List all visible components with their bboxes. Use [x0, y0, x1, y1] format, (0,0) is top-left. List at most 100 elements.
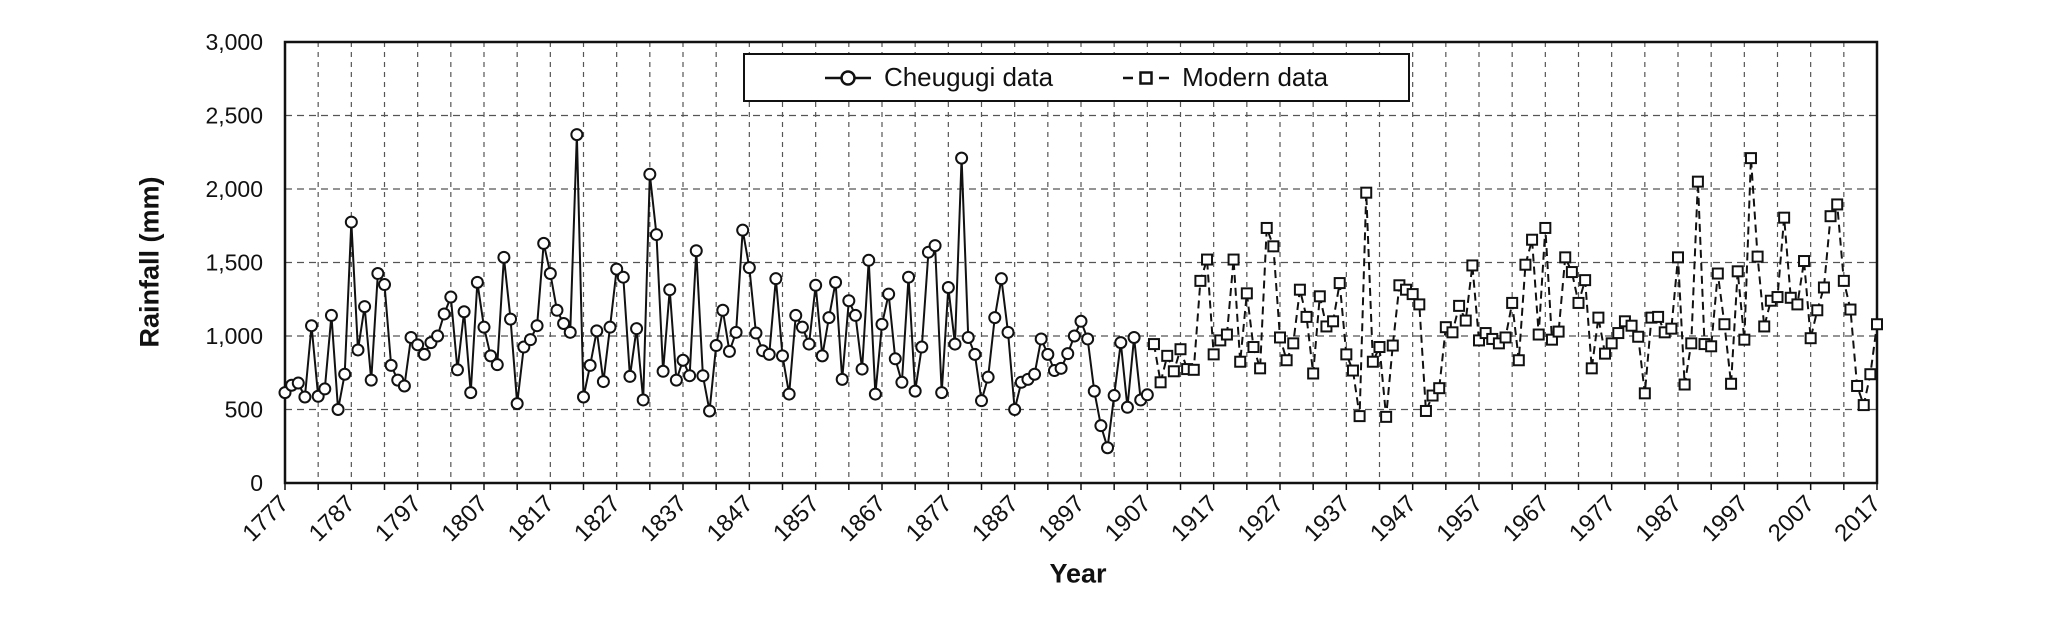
x-tick-label: 1957 [1431, 490, 1488, 547]
x-tick-label: 1797 [370, 490, 427, 547]
cheugugi-point [1101, 441, 1115, 455]
x-tick-label: 1907 [1100, 490, 1157, 547]
modern-point [1280, 354, 1293, 367]
modern-point [1771, 291, 1784, 304]
cheugugi-point [1094, 419, 1108, 433]
cheugugi-point [968, 347, 982, 361]
modern-point [1147, 338, 1160, 351]
legend-label-modern: Modern data [1182, 62, 1329, 92]
modern-point [1154, 376, 1167, 389]
cheugugi-point [895, 375, 909, 389]
y-tick-label: 2,500 [205, 103, 263, 129]
cheugugi-point [384, 358, 398, 372]
cheugugi-point [822, 311, 836, 325]
cheugugi-point [935, 386, 949, 400]
circle-marker-icon [824, 69, 871, 87]
modern-point [1599, 347, 1612, 360]
cheugugi-point [994, 272, 1008, 286]
cheugugi-point [444, 290, 458, 304]
cheugugi-point [318, 382, 332, 396]
modern-point [1187, 363, 1200, 376]
cheugugi-point [1001, 325, 1015, 339]
cheugugi-point [457, 305, 471, 319]
modern-point [1380, 410, 1393, 423]
cheugugi-point [504, 312, 518, 326]
cheugugi-point [835, 372, 849, 386]
cheugugi-point [795, 320, 809, 334]
modern-point [1353, 410, 1366, 423]
modern-point [1293, 283, 1306, 296]
cheugugi-point [630, 322, 644, 336]
modern-point [1532, 328, 1545, 341]
cheugugi-point [351, 343, 365, 357]
modern-point [1161, 349, 1174, 362]
modern-point [1167, 365, 1180, 378]
modern-point [1274, 331, 1286, 344]
cheugugi-point [716, 303, 730, 317]
x-tick-label: 1917 [1166, 490, 1223, 547]
cheugugi-point [769, 272, 783, 286]
cheugugi-point [882, 287, 896, 301]
cheugugi-point [815, 349, 829, 363]
x-tick-label: 1817 [503, 490, 560, 547]
modern-point [1227, 253, 1240, 266]
modern-point [1824, 210, 1837, 223]
x-tick-label: 1897 [1033, 490, 1090, 547]
x-tick-label: 1937 [1299, 490, 1356, 547]
cheugugi-point [1034, 332, 1048, 346]
cheugugi-point [338, 367, 352, 381]
cheugugi-point [298, 390, 312, 404]
modern-point [1519, 258, 1532, 271]
modern-point [1340, 348, 1353, 361]
modern-point [1738, 333, 1751, 346]
x-tick-label: 1947 [1365, 490, 1422, 547]
cheugugi-point [464, 386, 478, 400]
x-tick-label: 1867 [834, 490, 891, 547]
x-tick-label: 1807 [436, 490, 493, 547]
modern-point [1678, 378, 1691, 391]
modern-point [1559, 251, 1572, 264]
cheugugi-point [557, 317, 571, 331]
cheugugi-point [590, 324, 604, 338]
modern-point [1406, 288, 1419, 301]
modern-point [1711, 267, 1724, 280]
modern-point [1254, 362, 1267, 375]
modern-point [1592, 311, 1605, 324]
cheugugi-point [842, 294, 856, 308]
cheugugi-point [623, 369, 637, 383]
cheugugi-point [537, 236, 551, 250]
modern-point [1672, 251, 1684, 264]
cheugugi-point [789, 308, 803, 322]
x-tick-label: 1847 [702, 490, 759, 547]
x-tick-label: 1787 [304, 490, 361, 547]
modern-point [1691, 175, 1704, 188]
cheugugi-point [928, 239, 942, 253]
modern-point [1758, 320, 1771, 333]
cheugugi-point [616, 270, 630, 284]
modern-point [1798, 255, 1811, 268]
modern-point [1632, 330, 1645, 343]
modern-point [1240, 287, 1253, 300]
modern-point [1638, 387, 1651, 400]
cheugugi-point [802, 337, 816, 351]
cheugugi-point [669, 373, 683, 387]
cheugugi-point [981, 370, 995, 384]
modern-point [1851, 379, 1864, 392]
x-tick-label: 1977 [1564, 490, 1621, 547]
cheugugi-point [577, 390, 590, 404]
modern-point [1871, 318, 1883, 331]
cheugugi-point [291, 376, 305, 390]
cheugugi-point [490, 358, 504, 372]
cheugugi-point [862, 253, 876, 267]
y-tick-label: 0 [250, 470, 263, 496]
cheugugi-point [961, 330, 975, 344]
cheugugi-point [1041, 347, 1055, 361]
cheugugi-point [742, 261, 756, 275]
cheugugi-point [948, 337, 962, 351]
x-tick-label: 1877 [901, 490, 958, 547]
cheugugi-point [776, 349, 789, 363]
modern-point [1725, 377, 1738, 390]
cheugugi-point [596, 375, 610, 389]
cheugugi-point [729, 325, 743, 339]
